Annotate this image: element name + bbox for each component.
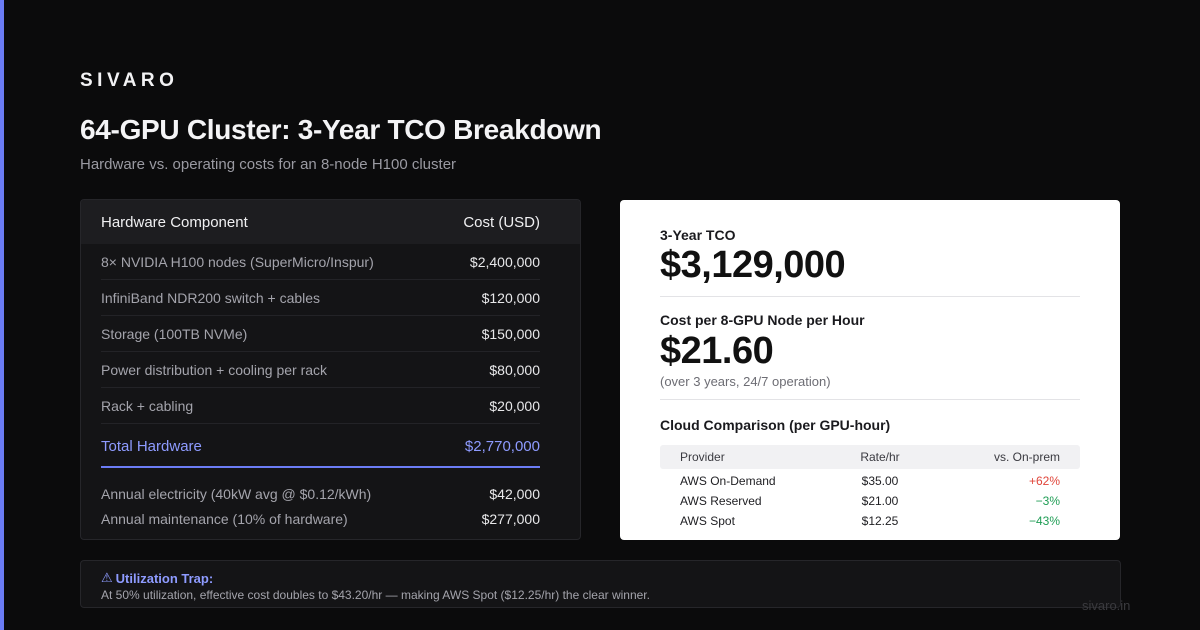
comparison-header: Provider Rate/hr vs. On-prem xyxy=(660,445,1080,469)
row-value: $120,000 xyxy=(481,289,540,306)
divider xyxy=(660,296,1080,297)
provider-name: AWS Reserved xyxy=(680,494,762,508)
warning-icon: ⚠ xyxy=(101,570,113,585)
accent-bar xyxy=(0,0,4,630)
header-component: Hardware Component xyxy=(101,213,248,231)
callout-title-row: ⚠ Utilization Trap: xyxy=(101,570,1100,586)
tco-summary-card: 3-Year TCO $3,129,000 Cost per 8-GPU Nod… xyxy=(620,200,1120,540)
provider-name: AWS On-Demand xyxy=(680,474,776,488)
tco-label: 3-Year TCO xyxy=(660,227,736,243)
provider-delta: −3% xyxy=(1035,494,1060,508)
operating-label: Annual electricity (40kW avg @ $0.12/kWh… xyxy=(101,485,372,502)
row-value: $2,400,000 xyxy=(469,253,540,270)
operating-value: $42,000 xyxy=(489,485,540,502)
operating-row: Annual maintenance (10% of hardware) $27… xyxy=(101,506,540,531)
header-provider: Provider xyxy=(680,450,725,464)
node-hour-value: $21.60 xyxy=(660,330,774,372)
operating-value: $277,000 xyxy=(481,510,540,527)
node-hour-note: (over 3 years, 24/7 operation) xyxy=(660,374,831,389)
table-row: Rack + cabling $20,000 xyxy=(101,388,540,424)
row-label: Power distribution + cooling per rack xyxy=(101,361,328,378)
node-hour-label: Cost per 8-GPU Node per Hour xyxy=(660,312,865,328)
table-header: Hardware Component Cost (USD) xyxy=(81,200,580,244)
row-label: Rack + cabling xyxy=(101,397,194,414)
operating-row: Annual electricity (40kW avg @ $0.12/kWh… xyxy=(101,481,540,506)
row-value: $150,000 xyxy=(481,325,540,342)
provider-delta: −43% xyxy=(1028,514,1060,528)
row-value: $80,000 xyxy=(489,361,540,378)
callout-title: Utilization Trap: xyxy=(115,570,214,586)
table-row: InfiniBand NDR200 switch + cables $120,0… xyxy=(101,280,540,316)
provider-rate: $21.00 xyxy=(861,494,899,508)
provider-rate: $12.25 xyxy=(861,514,899,528)
divider xyxy=(660,399,1080,400)
provider-delta: +62% xyxy=(1028,474,1060,488)
comparison-row: AWS On-Demand $35.00 +62% xyxy=(660,471,1080,491)
header-cost: Cost (USD) xyxy=(463,213,540,231)
comparison-row: AWS Reserved $21.00 −3% xyxy=(660,491,1080,511)
table-row: 8× NVIDIA H100 nodes (SuperMicro/Inspur)… xyxy=(101,244,540,280)
table-row: Storage (100TB NVMe) $150,000 xyxy=(101,316,540,352)
utilization-callout: ⚠ Utilization Trap: At 50% utilization, … xyxy=(80,560,1121,608)
provider-name: AWS Spot xyxy=(680,514,735,528)
row-label: Storage (100TB NVMe) xyxy=(101,325,248,342)
header-delta: vs. On-prem xyxy=(993,450,1060,464)
cloud-comparison-label: Cloud Comparison (per GPU-hour) xyxy=(660,417,891,433)
provider-rate: $35.00 xyxy=(861,474,899,488)
hardware-cost-table: Hardware Component Cost (USD) 8× NVIDIA … xyxy=(80,199,581,540)
total-value: $2,770,000 xyxy=(464,437,540,455)
total-label: Total Hardware xyxy=(101,437,202,455)
operating-costs: Annual electricity (40kW avg @ $0.12/kWh… xyxy=(101,481,540,531)
comparison-row: AWS Spot $12.25 −43% xyxy=(660,511,1080,531)
callout-text: At 50% utilization, effective cost doubl… xyxy=(101,588,650,602)
header-rate: Rate/hr xyxy=(860,450,900,464)
page-title: 64-GPU Cluster: 3-Year TCO Breakdown xyxy=(80,114,602,145)
operating-label: Annual maintenance (10% of hardware) xyxy=(101,510,348,527)
tco-value: $3,129,000 xyxy=(660,244,846,286)
row-value: $20,000 xyxy=(489,397,540,414)
cloud-comparison-table: Provider Rate/hr vs. On-prem AWS On-Dema… xyxy=(660,445,1080,531)
page-subtitle: Hardware vs. operating costs for an 8-no… xyxy=(80,156,457,173)
footer-url: sivaro.in xyxy=(1082,598,1131,613)
total-hardware-row: Total Hardware $2,770,000 xyxy=(101,426,540,468)
brand-logo: SIVARO xyxy=(80,70,179,91)
row-label: InfiniBand NDR200 switch + cables xyxy=(101,289,321,306)
row-label: 8× NVIDIA H100 nodes (SuperMicro/Inspur) xyxy=(101,253,374,270)
table-row: Power distribution + cooling per rack $8… xyxy=(101,352,540,388)
